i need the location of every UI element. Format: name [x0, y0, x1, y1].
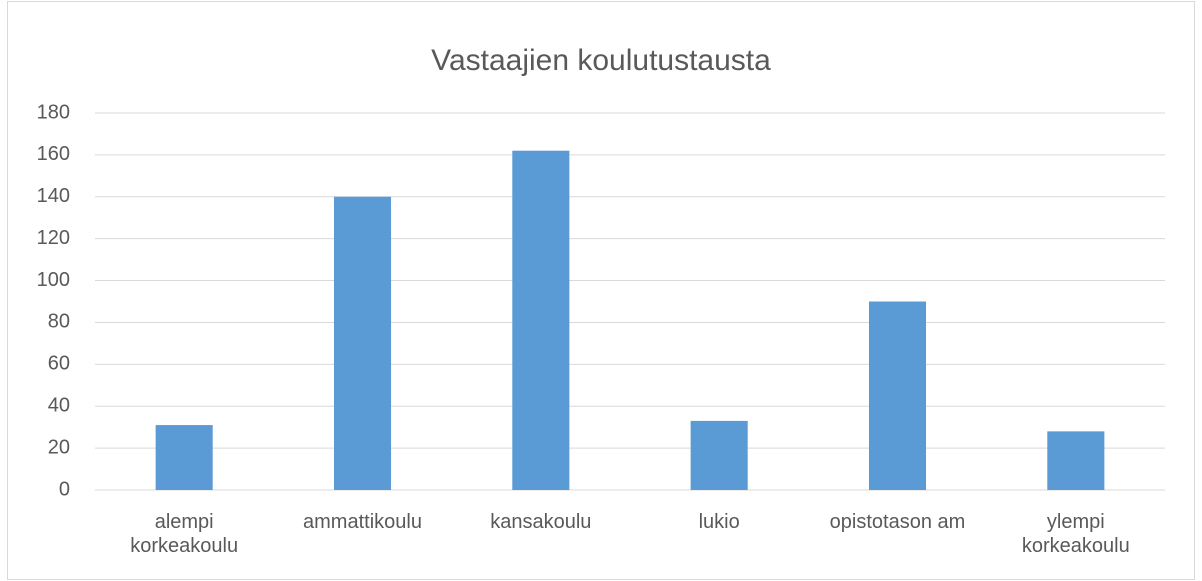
x-tick-label: lukio [698, 511, 740, 533]
x-tick-label: kansakoulu [490, 511, 592, 533]
bar [333, 196, 392, 490]
bar [690, 420, 748, 490]
bar [512, 150, 570, 490]
y-tick-label: 0 [59, 478, 70, 500]
bar [1047, 431, 1105, 490]
y-tick-label: 120 [37, 227, 70, 249]
x-tick-label: opistotason am [829, 511, 966, 533]
y-tick-label: 100 [37, 269, 70, 291]
chart-title: Vastaajien koulutustausta [431, 44, 771, 77]
x-tick-label: alempi korkeakoulu [130, 511, 239, 557]
y-tick-label: 80 [48, 311, 70, 333]
y-tick-label: 60 [48, 353, 70, 375]
y-tick-label: 140 [37, 185, 70, 207]
x-tick-label: ylempi korkeakoulu [1021, 511, 1130, 557]
y-tick-label: 180 [37, 101, 70, 123]
chart-frame [7, 1, 1195, 580]
bar [155, 425, 213, 490]
y-tick-label: 20 [48, 436, 70, 458]
y-tick-label: 40 [48, 395, 70, 417]
bar [868, 301, 927, 490]
y-tick-label: 160 [37, 143, 70, 165]
x-tick-label: ammattikoulu [303, 511, 422, 533]
